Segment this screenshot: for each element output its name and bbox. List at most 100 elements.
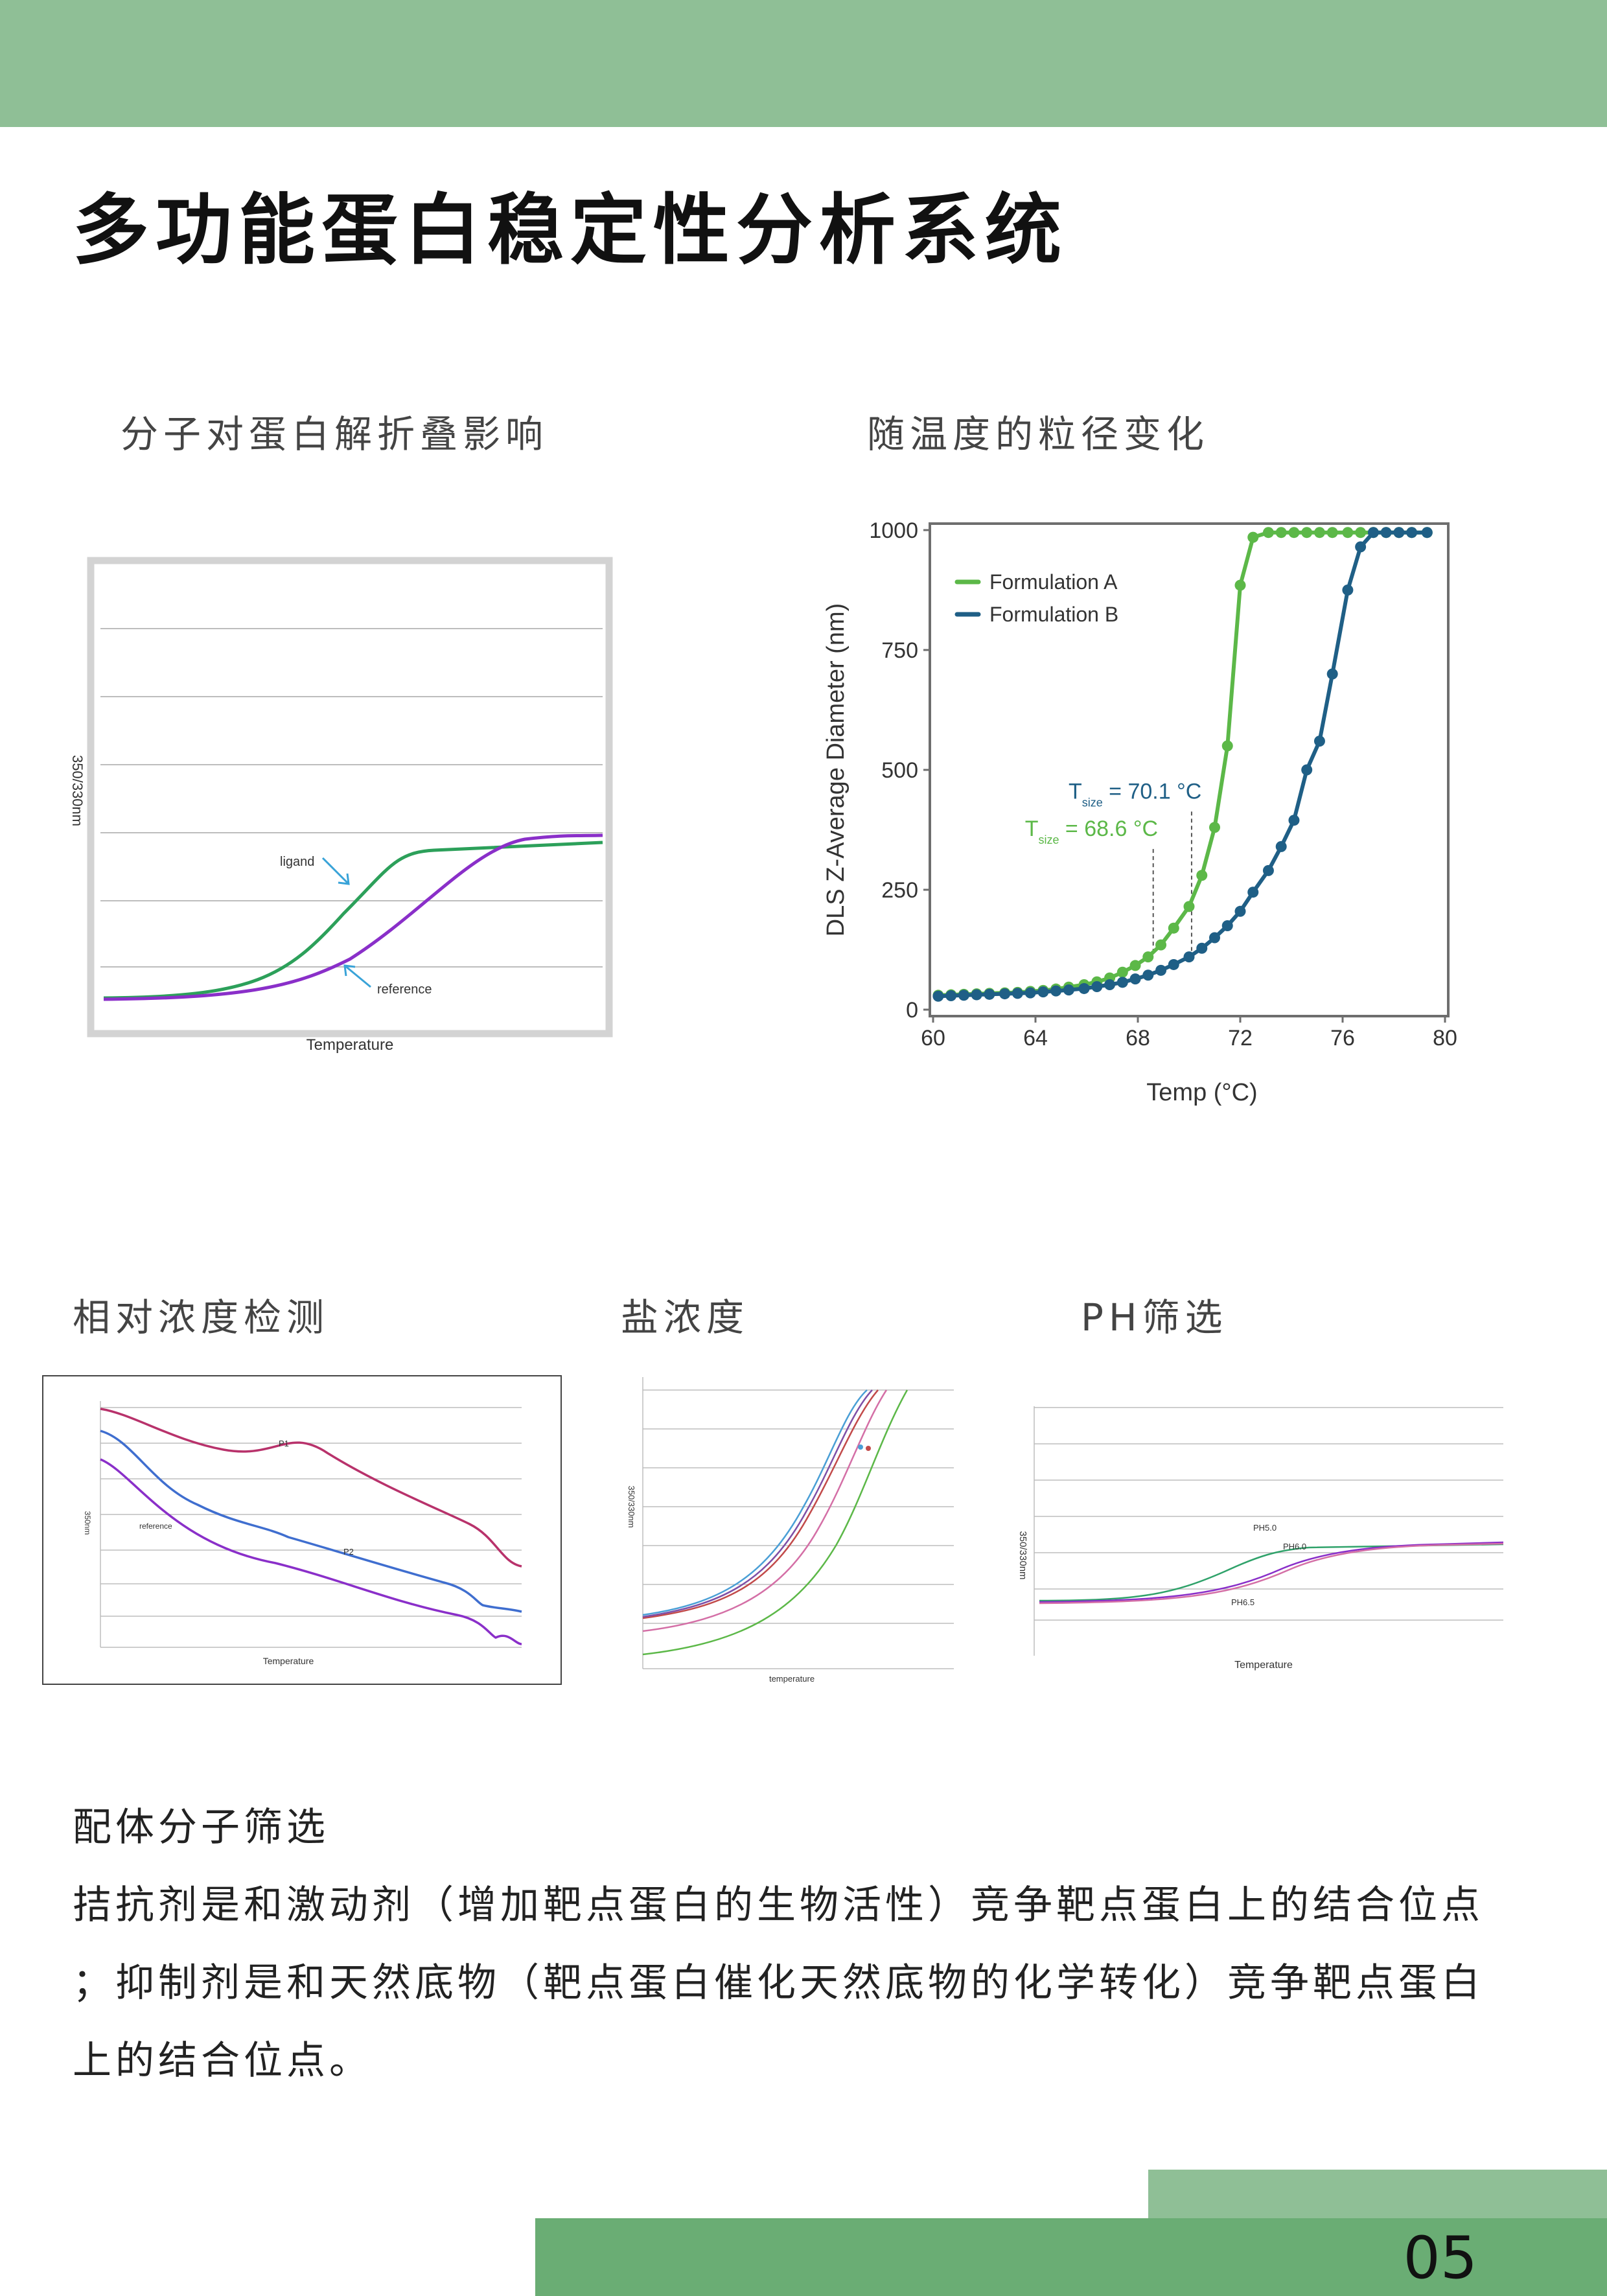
salt-figure: temperature 350/330nm (622, 1377, 959, 1688)
data-point (1262, 864, 1274, 876)
legend-label: Formulation B (989, 603, 1118, 626)
data-point (1247, 531, 1259, 543)
description-text: 配体分子筛选 拮抗剂是和激动剂（增加靶点蛋白的生物活性）竞争靶点蛋白上的结合位点… (73, 1789, 1537, 2100)
concentration-figure: P1 P2 reference Temperature 350nm (42, 1375, 562, 1685)
data-point (971, 989, 982, 1001)
dls-chart: 60 64 68 72 76 80 0 250 500 750 1000 Tsize = 70.1 … (816, 505, 1477, 1128)
data-point (1288, 815, 1300, 826)
ligand-arrow (321, 857, 350, 885)
legend-label: Formulation A (989, 570, 1118, 594)
data-point (1104, 979, 1116, 991)
data-point (1221, 740, 1233, 752)
page-title: 多功能蛋白稳定性分析系统 (73, 185, 1069, 275)
data-point (1209, 932, 1220, 944)
data-point (1196, 942, 1208, 954)
data-point (1037, 986, 1049, 998)
tsize-annotation: Tsize = 68.6 °C (1025, 817, 1158, 846)
plot-frame (929, 522, 1450, 1017)
y-axis-title: DLS Z-Average Diameter (nm) (822, 603, 850, 937)
x-tick-label: 76 (1330, 1026, 1355, 1050)
data-point (1247, 887, 1259, 898)
y-axis-label: 350/330nm (1017, 1531, 1028, 1579)
data-point (1129, 973, 1141, 985)
data-point (1209, 822, 1220, 833)
data-point (1313, 736, 1325, 747)
data-point (1313, 527, 1325, 539)
data-point (1050, 985, 1062, 997)
data-point (945, 990, 957, 1002)
reference-curve (100, 1458, 522, 1645)
data-point (1116, 977, 1128, 988)
x-tick-label: 60 (921, 1026, 945, 1050)
y-axis-label: 350/330nm (627, 1485, 636, 1527)
data-point (1262, 527, 1274, 539)
data-point (1221, 920, 1233, 931)
section-title-concentration: 相对浓度检测 (73, 1295, 330, 1339)
ph65-label: PH6.5 (1231, 1597, 1254, 1607)
data-point (1142, 969, 1154, 981)
ph60-label: PH6.0 (1283, 1542, 1306, 1551)
p1-curve (100, 1408, 522, 1568)
data-point (1142, 951, 1154, 963)
ph-figure: PH5.0 PH6.0 PH6.5 Temperature 350/330nm (1011, 1406, 1516, 1678)
data-point (1234, 579, 1246, 591)
section-title-ph: PH筛选 (1081, 1295, 1228, 1339)
p1-label: P1 (279, 1439, 289, 1448)
y-tick-label: 0 (906, 998, 918, 1023)
x-axis-label: Temperature (1234, 1660, 1293, 1671)
data-point (1024, 987, 1036, 999)
data-point (1326, 668, 1338, 680)
paragraph-line-3: 上的结合位点。 (73, 2038, 372, 2083)
y-tick-label: 750 (881, 638, 918, 663)
data-point (1196, 870, 1208, 881)
footer-band-light (1148, 2170, 1607, 2218)
data-point (1183, 901, 1195, 912)
data-point (1012, 988, 1023, 999)
data-point (932, 990, 944, 1002)
ph50-label: PH5.0 (1253, 1523, 1277, 1533)
data-point (958, 990, 969, 1001)
section-title-particle-size: 随温度的粒径变化 (867, 412, 1210, 456)
x-tick-label: 68 (1126, 1026, 1150, 1050)
data-point (1393, 527, 1405, 539)
ligand-label: ligand (280, 855, 314, 869)
data-point (1168, 958, 1179, 970)
x-axis-title: Temp (°C) (1146, 1079, 1257, 1106)
reference-label: reference (377, 982, 432, 997)
data-point (1063, 984, 1074, 996)
x-axis-label: Temperature (306, 1036, 394, 1054)
data-point (1355, 541, 1367, 553)
data-point (1288, 527, 1300, 539)
data-point (1116, 966, 1128, 978)
data-point (1421, 527, 1433, 539)
y-tick-label: 1000 (869, 518, 918, 543)
data-point (1342, 527, 1354, 539)
data-point (1234, 905, 1246, 917)
unfolding-figure: ligand reference Temperature 350/330nm (58, 551, 642, 1069)
section-title-unfolding: 分子对蛋白解折叠影响 (121, 412, 549, 456)
x-axis-label: temperature (769, 1674, 815, 1684)
data-point (1355, 527, 1367, 539)
data-point (1183, 951, 1195, 963)
data-point (1129, 960, 1141, 971)
data-point (1301, 764, 1313, 776)
y-tick-label: 500 (881, 758, 918, 783)
reference-label: reference (139, 1522, 172, 1531)
x-axis-label: Temperature (263, 1656, 314, 1666)
data-point (1078, 982, 1090, 994)
p2-label: P2 (343, 1547, 354, 1557)
paragraph-line-2: ；抑制剂是和天然底物（靶点蛋白催化天然底物的化学转化）竞争靶点蛋白 (73, 1960, 1484, 2006)
data-point (1275, 841, 1287, 852)
tsize-annotation: Tsize = 70.1 °C (1069, 779, 1201, 809)
x-tick-label: 72 (1228, 1026, 1253, 1050)
footer-band-dark (535, 2218, 1607, 2296)
data-point (999, 988, 1011, 1000)
x-tick-label: 80 (1433, 1026, 1457, 1050)
y-axis-label: 350/330nm (69, 755, 86, 826)
data-point (1091, 980, 1103, 992)
reference-arrow (343, 964, 371, 988)
paragraph-line-1: 拮抗剂是和激动剂（增加靶点蛋白的生物活性）竞争靶点蛋白上的结合位点 (73, 1883, 1484, 1928)
data-point (1155, 964, 1167, 976)
x-tick-label: 64 (1023, 1026, 1048, 1050)
data-point (1367, 527, 1379, 539)
